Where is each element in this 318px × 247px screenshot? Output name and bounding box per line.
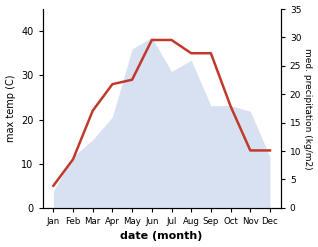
- X-axis label: date (month): date (month): [121, 231, 203, 242]
- Y-axis label: max temp (C): max temp (C): [5, 75, 16, 142]
- Y-axis label: med. precipitation (kg/m2): med. precipitation (kg/m2): [303, 48, 313, 169]
